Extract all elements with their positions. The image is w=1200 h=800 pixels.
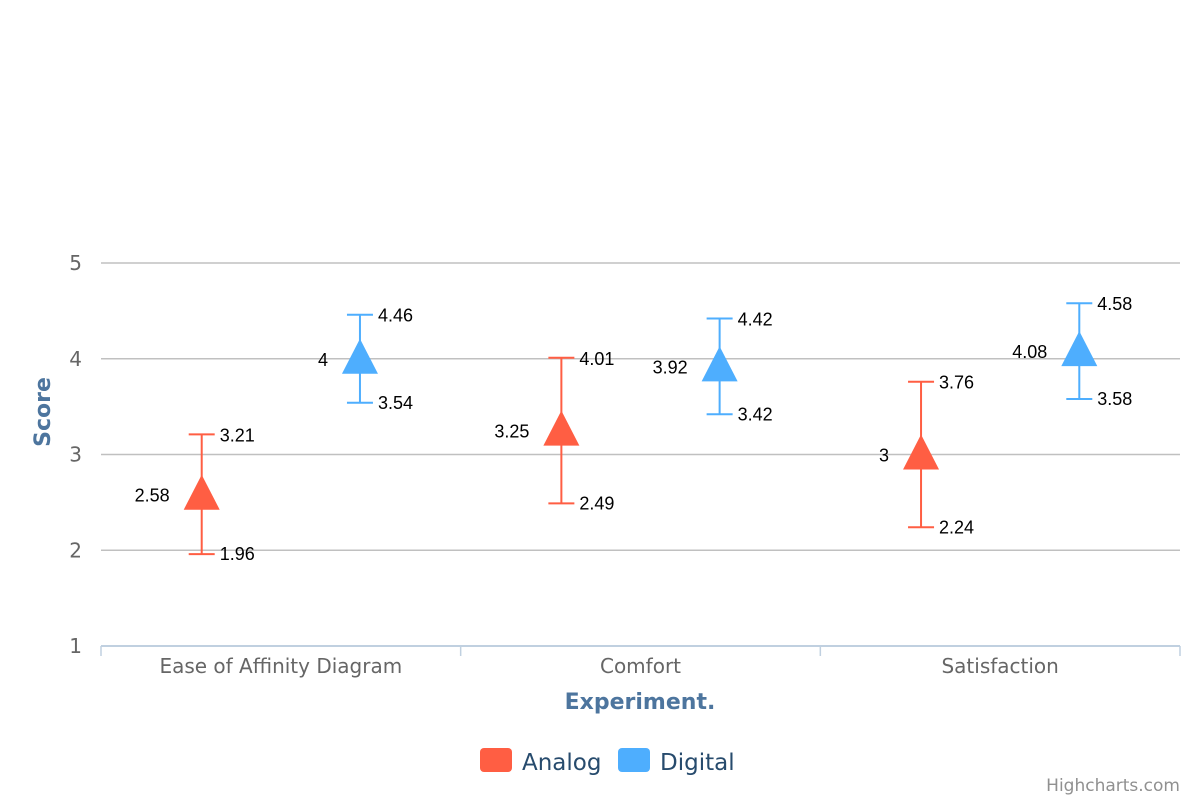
series-analog: 2.58 3.21 1.96 3.25 4.01 2.49 3 3.76 2.24 [135, 349, 974, 564]
triangle-marker[interactable] [543, 410, 580, 446]
series-digital: 4 4.46 3.54 3.92 4.42 3.42 4.08 4.58 3.58 [318, 294, 1132, 424]
legend-label: Digital [660, 750, 735, 776]
y-axis-tick-labels: 1 2 3 4 5 [69, 251, 82, 658]
value-label: 2.58 [135, 486, 170, 506]
triangle-marker[interactable] [341, 338, 378, 374]
y-tick-label: 3 [69, 443, 82, 467]
error-low-label: 1.96 [220, 544, 255, 564]
x-axis-tick-labels: Ease of Affinity Diagram Comfort Satisfact… [159, 654, 1058, 678]
gridlines [101, 262, 1180, 551]
legend-item-digital[interactable]: Digital [618, 748, 735, 776]
credits-link[interactable]: Highcharts.com [1046, 776, 1180, 796]
error-low-label: 3.58 [1097, 389, 1132, 409]
error-high-label: 3.76 [939, 373, 974, 393]
value-label: 3 [879, 446, 889, 466]
value-label: 3.25 [494, 422, 529, 442]
series-layer: 2.58 3.21 1.96 3.25 4.01 2.49 3 3.76 2.24 4 4.46 3.… [135, 294, 1133, 564]
legend-item-analog[interactable]: Analog [480, 748, 601, 776]
error-high-label: 4.42 [738, 310, 773, 330]
y-tick-label: 2 [69, 538, 82, 562]
y-tick-label: 1 [69, 634, 82, 658]
legend-swatch [618, 748, 650, 772]
value-label: 4.08 [1012, 342, 1047, 362]
x-axis [100, 645, 1181, 656]
error-high-label: 3.21 [220, 425, 255, 445]
error-low-label: 3.42 [738, 404, 773, 424]
x-axis-title: Experiment. [565, 690, 716, 715]
y-axis-title: Score [31, 377, 56, 447]
x-tick-label: Satisfaction [941, 654, 1058, 678]
error-high-label: 4.01 [579, 349, 614, 369]
error-low-label: 3.54 [378, 393, 413, 413]
legend-swatch [480, 748, 512, 772]
error-low-label: 2.24 [939, 517, 974, 537]
y-tick-label: 5 [69, 251, 82, 275]
x-tick-label: Comfort [600, 654, 681, 678]
error-low-label: 2.49 [579, 493, 614, 513]
value-label: 3.92 [653, 357, 688, 377]
value-label: 4 [318, 350, 328, 370]
triangle-marker[interactable] [1061, 331, 1098, 367]
legend-label: Analog [522, 750, 601, 776]
x-tick-label: Ease of Affinity Diagram [159, 654, 402, 678]
triangle-marker[interactable] [903, 434, 940, 470]
error-high-label: 4.46 [378, 306, 413, 326]
legend: Analog Digital [480, 748, 735, 776]
triangle-marker[interactable] [701, 346, 738, 382]
y-tick-label: 4 [69, 347, 82, 371]
triangle-marker[interactable] [183, 474, 220, 510]
error-high-label: 4.58 [1097, 294, 1132, 314]
